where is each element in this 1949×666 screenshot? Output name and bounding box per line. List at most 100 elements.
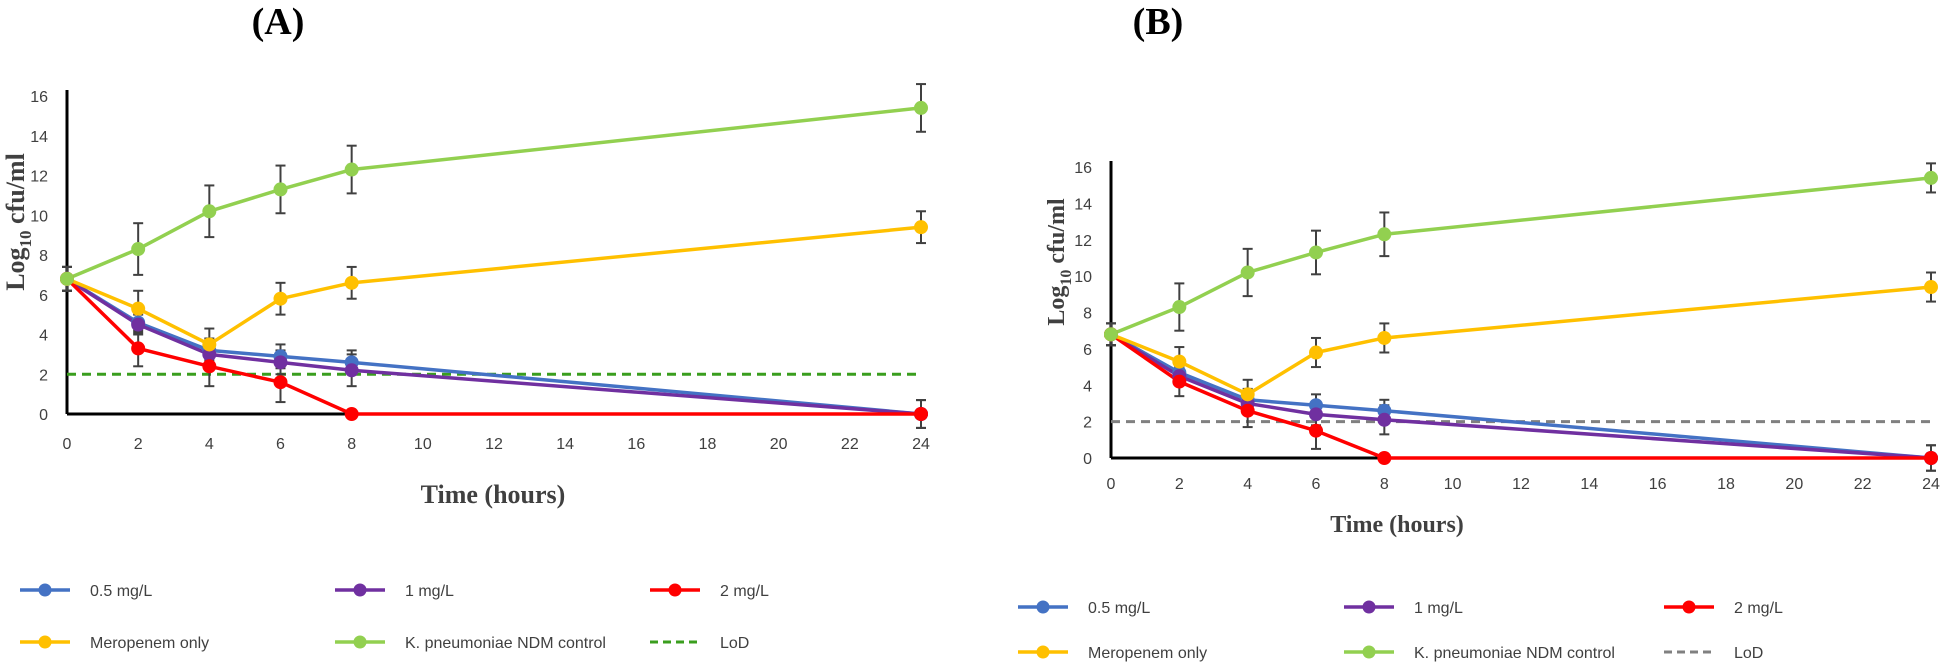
panel-b-legend-item: 2 mg/L	[1664, 600, 1783, 617]
panel-b-legend-item: 1 mg/L	[1344, 600, 1463, 617]
panel-b-x-axis-title: Time (hours)	[1330, 512, 1464, 538]
panel-b-y-tick-label: 16	[1074, 160, 1092, 177]
panel-a-x-tick-label: 20	[770, 436, 788, 453]
panel-b-y-tick-label: 0	[1083, 451, 1092, 468]
panel-b-x-tick-label: 4	[1243, 476, 1252, 493]
panel-a-data-point	[273, 291, 288, 306]
panel-a-data-point	[273, 375, 288, 390]
panel-b-legend-label: K. pneumoniae NDM control	[1414, 645, 1615, 662]
panel-b-data-point	[1377, 451, 1392, 465]
panel-b-x-tick-label: 24	[1922, 476, 1940, 493]
panel-b-legend-item: LoD	[1664, 645, 1763, 662]
panel-a-x-axis-title: Time (hours)	[421, 480, 566, 509]
panel-a-legend-item: 2 mg/L	[650, 583, 769, 600]
panel-b-y-tick-label: 14	[1074, 196, 1092, 213]
panel-a-x-tick-label: 6	[276, 436, 285, 453]
panel-b-y-tick-label: 4	[1083, 378, 1092, 395]
panel-a-x-tick-label: 4	[205, 436, 214, 453]
panel-a-x-tick-label: 2	[134, 436, 143, 453]
panel-a-series-line	[66, 277, 922, 416]
panel-a-data-point	[202, 337, 217, 352]
panel-a-legend-label: 0.5 mg/L	[90, 583, 152, 600]
panel-a-series-line	[66, 106, 922, 281]
panel-b-data-point	[1172, 354, 1187, 369]
panel-b-series-line	[1110, 332, 1931, 460]
panel-b-x-tick-label: 20	[1785, 476, 1803, 493]
panel-a-y-tick-label: 0	[39, 407, 48, 424]
panel-b-legend-label: LoD	[1734, 645, 1763, 662]
panel-a-legend-item: K. pneumoniae NDM control	[335, 635, 606, 652]
panel-a-data-point	[344, 162, 359, 177]
panel-a-legend-marker	[38, 583, 52, 597]
panel-b-x-tick-label: 16	[1649, 476, 1667, 493]
panel-b-legend-label: 1 mg/L	[1414, 600, 1463, 617]
panel-a-x-tick-label: 16	[627, 436, 645, 453]
panel-a-series-line	[65, 277, 921, 416]
panel-a-legend-item: Meropenem only	[20, 635, 209, 652]
panel-b-x-tick-label: 18	[1717, 476, 1735, 493]
panel-a-data-point	[344, 407, 359, 421]
panel-b-series-line	[1110, 332, 1932, 460]
panel-a-y-title-sub: 10	[16, 230, 35, 247]
panel-a-legend-item: 1 mg/L	[335, 583, 454, 600]
panel-a-label: (A)	[252, 1, 305, 43]
panel-b-series-line	[1110, 332, 1932, 460]
panel-b-legend-label: 2 mg/L	[1734, 600, 1783, 617]
panel-a-data-point	[273, 355, 288, 370]
panel-a-y-title-log: Log	[1, 247, 30, 290]
panel-a-legend-label: LoD	[720, 635, 749, 652]
panel-a-legend-item: LoD	[650, 635, 749, 652]
panel-a-data-point	[202, 204, 217, 219]
panel-b-data-point	[1240, 265, 1255, 280]
panel-a-data-point	[914, 100, 928, 115]
panel-b-legend-item: K. pneumoniae NDM control	[1344, 645, 1615, 662]
panel-b-legend-marker	[1682, 600, 1696, 614]
panel-a-x-tick-label: 18	[699, 436, 717, 453]
panel-b-y-tick-label: 12	[1074, 233, 1092, 250]
panel-a-x-tick-label: 24	[912, 436, 930, 453]
panel-a-y-tick-label: 2	[39, 367, 48, 384]
panel-a-data-point	[273, 182, 288, 197]
panel-a-data-point	[344, 363, 359, 378]
panel-b-y-title-sub: 10	[1058, 270, 1075, 286]
panel-b-series-line	[1110, 176, 1932, 336]
panel-a-series-line	[66, 225, 922, 347]
panel-b-legend-marker	[1036, 645, 1050, 659]
panel-a-legend-item: 0.5 mg/L	[20, 583, 152, 600]
panel-b-data-point	[1924, 451, 1938, 465]
panel-a-legend-label: 2 mg/L	[720, 583, 769, 600]
panel-b-y-title-log: Log	[1044, 286, 1070, 326]
panel-a-y-title-unit: cfu/ml	[1, 153, 30, 230]
panel-a-y-tick-label: 14	[30, 129, 48, 146]
panel-b-data-point	[1240, 387, 1255, 402]
panel-b-data-point	[1309, 423, 1323, 438]
panel-a-y-tick-label: 10	[30, 208, 48, 225]
panel-a-series-line	[66, 277, 922, 416]
panel-b-y-tick-label: 2	[1083, 415, 1092, 432]
panel-b-data-point	[1172, 300, 1187, 315]
panel-b-x-tick-label: 6	[1312, 476, 1321, 493]
panel-a-x-tick-label: 10	[414, 436, 432, 453]
panel-b-x-tick-label: 8	[1380, 476, 1389, 493]
panel-b-y-tick-label: 10	[1074, 269, 1092, 286]
panel-a-legend-marker	[353, 635, 367, 649]
panel-b-data-point	[1172, 374, 1187, 389]
panel-b-legend-marker	[1036, 600, 1050, 614]
panel-b-y-axis-title: Log10 cfu/ml	[1044, 198, 1075, 326]
panel-a-legend-marker	[38, 635, 52, 649]
panel-b-x-tick-label: 0	[1107, 476, 1116, 493]
panel-b-data-point	[1309, 245, 1323, 260]
panel-a-data-point	[131, 301, 146, 316]
panel-a-x-tick-label: 0	[63, 436, 72, 453]
panel-b-data-point	[1104, 327, 1118, 342]
panel-b-legend: 0.5 mg/L 1 mg/L 2 mg/L Meropenem only K. pne…	[1018, 600, 1783, 662]
panel-b-y-tick-label: 8	[1083, 306, 1092, 323]
panel-a-legend-label: K. pneumoniae NDM control	[405, 635, 606, 652]
panel-a-x-tick-label: 22	[841, 436, 859, 453]
panel-b-data-point	[1309, 345, 1323, 360]
panel-b-legend-label: Meropenem only	[1088, 645, 1207, 662]
